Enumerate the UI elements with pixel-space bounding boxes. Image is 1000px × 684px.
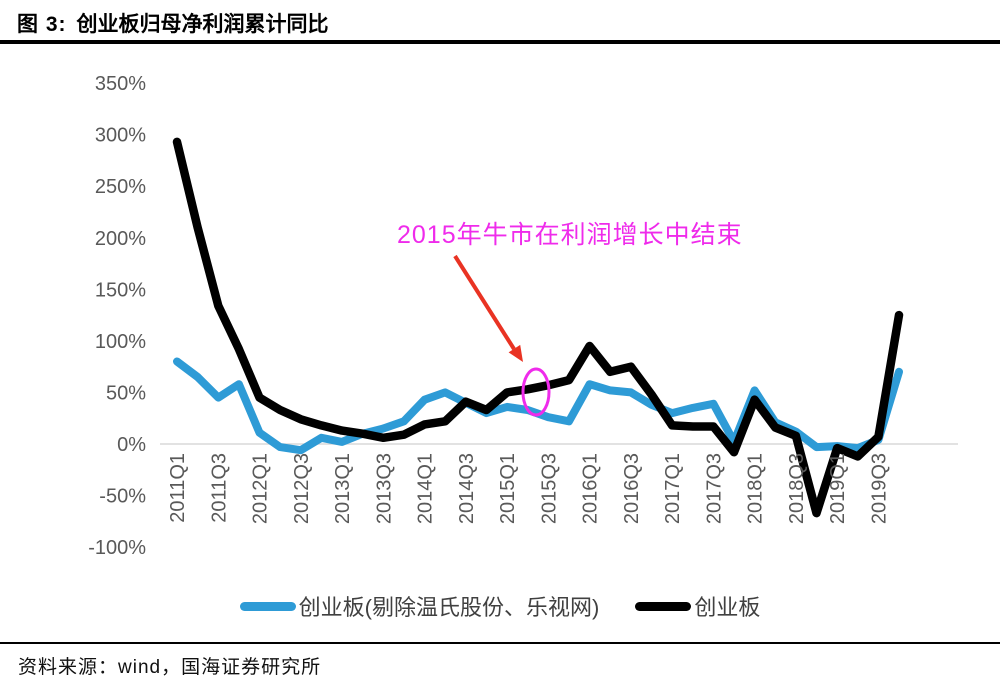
x-axis-tick-label: 2014Q3 xyxy=(456,453,478,524)
x-axis-tick-label: 2016Q3 xyxy=(621,453,643,524)
x-axis-tick-label: 2014Q1 xyxy=(415,453,437,524)
annotation-arrow-line xyxy=(453,254,516,351)
x-axis-tick-label: 2011Q3 xyxy=(208,453,230,523)
y-axis-tick-label: -50% xyxy=(99,486,146,508)
x-axis-tick-label: 2016Q1 xyxy=(580,453,602,524)
y-axis-tick-label: 250% xyxy=(95,176,146,198)
legend-swatch-black-line xyxy=(635,601,692,611)
figure-title: 创业板归母净利润累计同比 xyxy=(76,13,329,36)
annotation-text: 2015年牛市在利润增长中结束 xyxy=(397,221,743,249)
x-axis-tick-label: 2018Q1 xyxy=(745,453,767,524)
y-axis-tick-label: 150% xyxy=(95,279,146,301)
x-axis-tick-label: 2017Q1 xyxy=(662,453,684,524)
x-axis-tick-label: 2019Q1 xyxy=(827,453,849,524)
figure-header: 图 3: 创业板归母净利润累计同比 xyxy=(17,8,329,38)
x-axis-tick-label: 2018Q3 xyxy=(786,453,808,524)
y-axis-tick-label: 50% xyxy=(106,382,146,404)
x-axis-tick-label: 2012Q3 xyxy=(291,453,313,524)
x-axis-tick-label: 2013Q1 xyxy=(332,453,354,524)
x-axis-tick-label: 2015Q1 xyxy=(497,453,519,524)
y-axis-tick-label: -100% xyxy=(88,537,146,559)
x-axis-tick-label: 2012Q1 xyxy=(250,453,272,524)
figure-caption-label: 图 3: xyxy=(17,13,67,36)
legend-item-chinext-ex-wens-letv: 创业板(剔除温氏股份、乐视网) xyxy=(239,590,600,622)
x-axis-tick-label: 2019Q3 xyxy=(868,453,890,524)
x-axis-tick-label: 2015Q3 xyxy=(538,453,560,524)
y-axis-tick-label: 350% xyxy=(95,73,146,95)
annotation-arrow-head xyxy=(508,344,523,362)
legend-swatch-blue-line xyxy=(239,601,296,611)
source-note-text: 资料来源：wind，国海证券研究所 xyxy=(18,657,322,678)
legend-label: 创业板(剔除温氏股份、乐视网) xyxy=(298,595,600,620)
source-note: 资料来源：wind，国海证券研究所 xyxy=(18,652,321,679)
legend-item-chinext: 创业板 xyxy=(635,590,760,622)
title-divider xyxy=(0,40,1000,44)
y-axis-tick-label: 100% xyxy=(95,331,146,353)
x-axis-tick-label: 2013Q3 xyxy=(373,453,395,524)
y-axis-tick-label: 200% xyxy=(95,228,146,250)
x-axis-tick-label: 2017Q3 xyxy=(703,453,725,524)
series-line-chinext xyxy=(172,137,904,518)
chart-legend: 创业板(剔除温氏股份、乐视网) 创业板 xyxy=(0,590,1000,622)
legend-label: 创业板 xyxy=(694,595,761,620)
y-axis-tick-label: 300% xyxy=(95,125,146,147)
y-axis-tick-label: 0% xyxy=(117,434,146,456)
footer-divider xyxy=(0,642,1000,644)
annotation-circle xyxy=(521,367,551,417)
x-axis-tick-label: 2011Q1 xyxy=(167,453,189,523)
